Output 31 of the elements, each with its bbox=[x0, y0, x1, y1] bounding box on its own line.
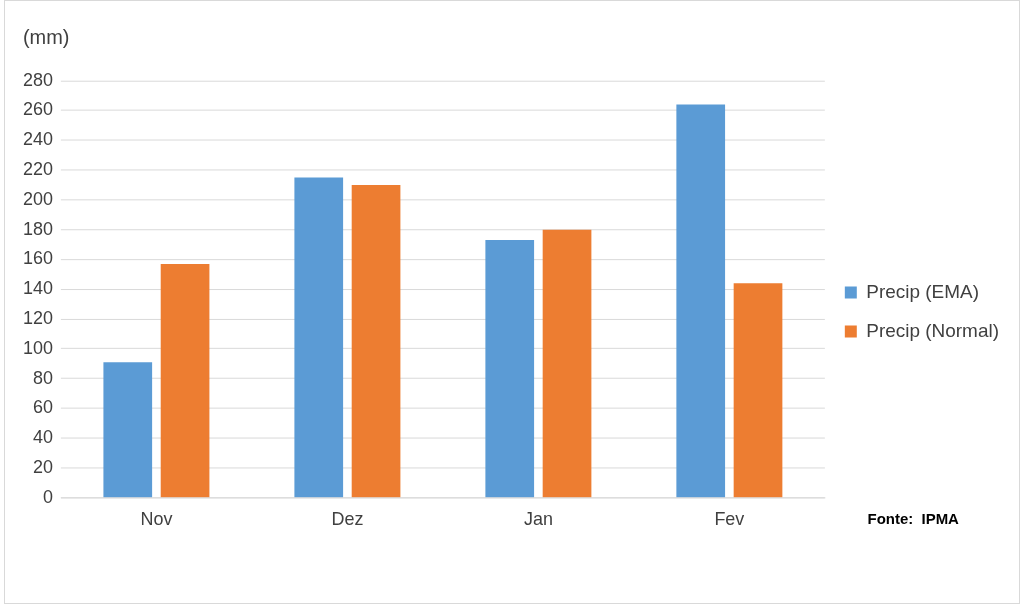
y-tick-label: 100 bbox=[22, 337, 53, 358]
y-tick-label: 200 bbox=[22, 188, 53, 209]
y-tick-label: 140 bbox=[22, 278, 53, 299]
y-tick-label: 40 bbox=[32, 427, 53, 448]
bar bbox=[103, 362, 153, 498]
bar bbox=[485, 240, 535, 498]
bar bbox=[160, 263, 210, 498]
x-tick-label: Fev bbox=[714, 509, 745, 530]
y-tick-label: 160 bbox=[22, 248, 53, 269]
legend-label: Precip (Normal) bbox=[866, 319, 999, 341]
y-tick-label: 280 bbox=[22, 69, 53, 90]
y-tick-label: 60 bbox=[32, 397, 53, 418]
y-tick-label: 20 bbox=[32, 456, 53, 477]
legend-label: Precip (EMA) bbox=[866, 280, 979, 302]
y-tick-label: 0 bbox=[42, 486, 53, 507]
bar bbox=[676, 104, 726, 498]
y-tick-label: 240 bbox=[22, 129, 53, 150]
y-tick-label: 180 bbox=[22, 218, 53, 239]
x-tick-label: Dez bbox=[331, 509, 364, 530]
bar bbox=[294, 177, 344, 498]
x-tick-label: Jan bbox=[523, 509, 553, 530]
bar bbox=[351, 184, 401, 498]
x-tick-label: Nov bbox=[140, 509, 173, 530]
y-tick-label: 80 bbox=[32, 367, 53, 388]
bar bbox=[542, 229, 592, 498]
source-note: Fonte: IPMA bbox=[867, 509, 960, 527]
bar bbox=[733, 283, 783, 498]
y-tick-label: 220 bbox=[22, 159, 53, 180]
y-axis-title: (mm) bbox=[22, 26, 70, 49]
y-tick-label: 260 bbox=[22, 99, 53, 120]
y-tick-label: 120 bbox=[22, 307, 53, 328]
